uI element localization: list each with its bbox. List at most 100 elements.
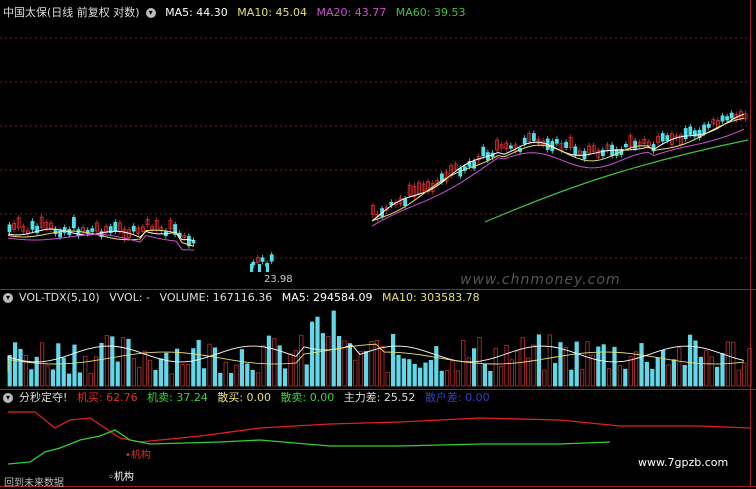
- price-candle: [72, 217, 76, 229]
- price-candle: [269, 254, 274, 262]
- volume-bar: [509, 359, 515, 387]
- volume-bar: [439, 370, 444, 387]
- price-candle: [633, 140, 637, 149]
- volume-bar: [677, 347, 682, 387]
- price-candle: [44, 221, 49, 229]
- volume-bar: [18, 348, 23, 387]
- volume-panel: ▾ VOL-TDX(5,10) VVOL: - VOLUME: 167116.36…: [0, 290, 756, 390]
- volume-bar: [180, 363, 185, 387]
- price-candle: [95, 222, 99, 232]
- volume-bar: [261, 345, 266, 387]
- indicator-green-line: [7, 429, 611, 465]
- price-candle: [21, 226, 26, 232]
- price-candle: [421, 183, 426, 191]
- ma20-value: MA20: 43.77: [316, 6, 387, 19]
- volume-bar: [320, 333, 326, 387]
- volume-bar: [158, 358, 163, 387]
- price-ma60-line: [484, 139, 749, 223]
- price-candle: [499, 144, 504, 149]
- volume-bar: [255, 372, 261, 387]
- volume-bar: [374, 340, 380, 387]
- volume-bar: [201, 368, 207, 387]
- price-candle: [7, 224, 12, 233]
- volume-bar: [401, 358, 407, 387]
- volume-bar: [147, 359, 153, 387]
- volume-bar: [266, 335, 272, 387]
- volume-bar: [326, 336, 331, 387]
- volume-bar: [709, 356, 714, 387]
- volume-bar: [234, 364, 239, 387]
- volume-bar: [498, 365, 504, 387]
- volume-bar: [104, 334, 109, 387]
- chevron-down-icon[interactable]: ▾: [145, 8, 156, 18]
- volume-value: VOLUME: 167116.36: [159, 291, 273, 304]
- price-ma-line: [7, 229, 195, 247]
- price-candle: [145, 218, 150, 225]
- volume-bar: [250, 369, 255, 387]
- volume-chart-canvas: [0, 290, 756, 390]
- price-candle: [258, 264, 261, 272]
- volume-bar: [83, 355, 88, 387]
- volume-bar: [580, 368, 585, 387]
- price-candle: [578, 150, 582, 155]
- volume-bar: [12, 342, 18, 387]
- volume-bar: [121, 337, 126, 387]
- price-candle: [628, 135, 633, 147]
- price-candle: [656, 135, 660, 144]
- volume-bar: [607, 368, 612, 387]
- price-candle: [711, 119, 716, 125]
- price-ma-line: [7, 233, 195, 251]
- volume-bar: [666, 364, 671, 387]
- volume-bar: [45, 365, 50, 387]
- volume-bar: [671, 359, 677, 387]
- price-candle: [150, 226, 155, 230]
- price-candle: [39, 216, 44, 228]
- volume-bar: [110, 336, 115, 387]
- volume-bar: [542, 369, 547, 387]
- volume-bar: [169, 373, 174, 387]
- volume-bar: [212, 347, 217, 387]
- price-candle: [140, 226, 145, 232]
- volume-bar: [61, 357, 66, 387]
- price-candle: [591, 145, 596, 152]
- volume-bar: [207, 343, 212, 387]
- volume-bar: [688, 334, 693, 387]
- volume-bar: [131, 358, 136, 387]
- volume-bar: [628, 356, 633, 387]
- price-candle: [693, 130, 697, 137]
- price-candle: [467, 161, 472, 167]
- price-candle: [587, 145, 591, 154]
- volume-bar: [363, 351, 369, 387]
- indicator-red-line: [8, 411, 751, 443]
- price-candle: [481, 146, 486, 157]
- volume-bar: [720, 353, 725, 387]
- jimai2-value: 机卖: 37.24: [147, 391, 208, 404]
- volume-bar: [601, 344, 606, 387]
- price-candle: [706, 123, 711, 128]
- volume-bar: [153, 369, 158, 387]
- volume-ma10-line: [7, 343, 745, 372]
- price-candle: [12, 223, 17, 230]
- price-candle: [182, 235, 187, 239]
- price-candle: [58, 230, 62, 238]
- vol-title: VOL-TDX(5,10): [19, 291, 100, 304]
- volume-bar: [126, 338, 131, 387]
- volume-bar: [353, 359, 358, 387]
- price-candle: [384, 207, 389, 211]
- volume-bar: [482, 363, 488, 387]
- volume-bar: [493, 348, 498, 387]
- volume-bar: [380, 346, 385, 387]
- volume-bar: [547, 334, 552, 387]
- volume-bar: [531, 344, 536, 387]
- sanmai-value: 散买: 0.00: [217, 391, 272, 404]
- chevron-down-icon[interactable]: ▾: [3, 293, 13, 303]
- volume-bar: [164, 352, 169, 387]
- price-candle: [624, 143, 628, 148]
- volume-bar: [455, 370, 461, 387]
- chevron-down-icon[interactable]: ▾: [3, 393, 13, 403]
- volume-bar: [736, 369, 741, 387]
- volume-bar: [574, 341, 579, 387]
- volume-bar: [488, 370, 493, 387]
- volume-bar: [277, 345, 282, 387]
- vol-ma5-value: MA5: 294584.09: [281, 291, 373, 304]
